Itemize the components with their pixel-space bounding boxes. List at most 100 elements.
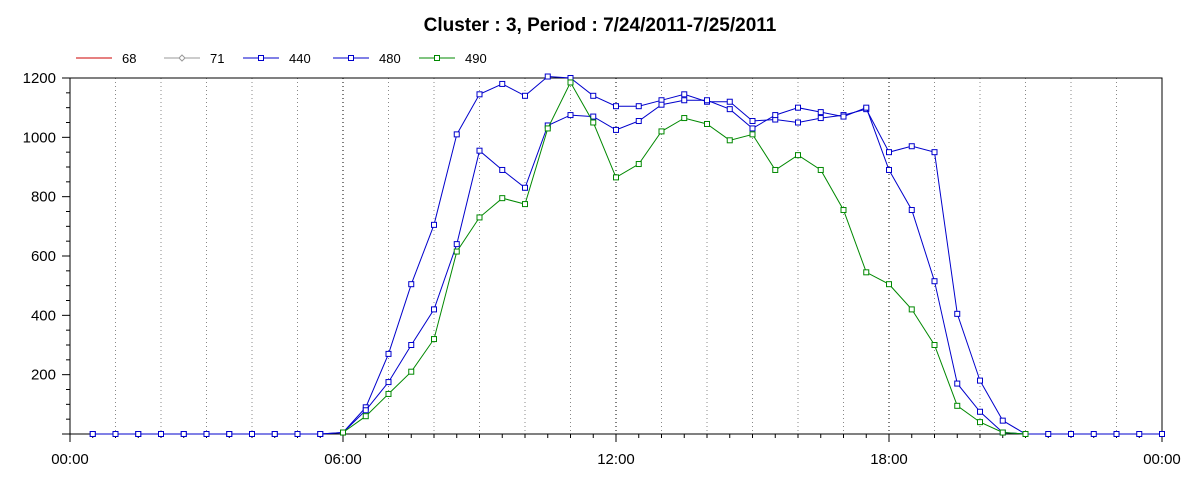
data-point <box>453 131 460 138</box>
grid <box>115 78 1117 434</box>
legend-label: 490 <box>465 51 487 66</box>
legend-item-480: 480 <box>333 51 401 66</box>
data-point <box>385 390 392 397</box>
data-point <box>1045 431 1052 437</box>
data-point <box>590 119 597 126</box>
y-tick-label: 400 <box>31 307 56 324</box>
data-point <box>178 54 186 62</box>
legend-label: 480 <box>379 51 401 66</box>
data-point <box>431 221 437 228</box>
chart-title: Cluster : 3, Period : 7/24/2011-7/25/201… <box>424 15 777 36</box>
data-point <box>908 207 915 214</box>
data-point <box>544 73 551 80</box>
legend-label: 71 <box>210 51 224 66</box>
data-point <box>704 120 710 127</box>
data-point <box>954 380 961 387</box>
x-tick-label: 18:00 <box>870 451 908 468</box>
data-point <box>863 104 870 111</box>
data-point <box>522 184 528 191</box>
data-point <box>180 431 187 437</box>
data-point <box>112 431 119 437</box>
data-point <box>658 101 665 108</box>
data-point <box>1159 431 1165 437</box>
data-point <box>726 106 733 113</box>
data-point <box>294 431 301 437</box>
data-point <box>817 115 824 122</box>
legend: 68 71 440 480 490 <box>76 51 487 66</box>
data-point <box>977 408 983 415</box>
data-point <box>434 55 440 61</box>
data-point <box>408 281 415 288</box>
data-point <box>522 201 528 208</box>
data-point <box>704 97 710 104</box>
data-point <box>726 98 733 105</box>
data-point <box>772 112 779 119</box>
data-point <box>931 278 938 285</box>
y-tick-label: 1000 <box>23 129 56 146</box>
data-point <box>453 241 460 248</box>
legend-label: 68 <box>122 51 136 66</box>
data-point <box>635 118 642 125</box>
data-point <box>1068 431 1074 437</box>
data-point <box>999 429 1006 436</box>
series-layer <box>89 73 1165 437</box>
y-tick-label: 200 <box>31 367 56 384</box>
data-point <box>408 342 415 348</box>
data-point <box>499 166 506 173</box>
data-point <box>863 269 870 276</box>
data-point <box>258 55 264 61</box>
data-point <box>795 104 801 111</box>
data-point <box>348 55 354 61</box>
data-point <box>408 368 415 375</box>
data-point <box>840 113 847 120</box>
series-line <box>92 75 1162 435</box>
data-point <box>544 125 551 132</box>
data-point <box>817 109 824 116</box>
data-point <box>1090 431 1097 437</box>
data-point <box>317 431 324 437</box>
data-point <box>795 152 801 159</box>
data-point <box>931 342 938 348</box>
legend-item-440: 440 <box>243 51 311 66</box>
y-tick-label: 1200 <box>23 70 56 87</box>
data-point <box>635 103 642 110</box>
x-tick-label: 00:00 <box>51 451 89 468</box>
data-point <box>635 161 642 168</box>
data-point <box>362 413 369 420</box>
data-point <box>681 115 688 122</box>
data-point <box>1113 431 1120 437</box>
data-point <box>886 149 892 156</box>
data-point <box>749 125 756 132</box>
data-point <box>499 80 506 87</box>
data-point <box>89 431 96 437</box>
data-point <box>226 431 233 437</box>
data-point <box>271 431 278 437</box>
series-490 <box>340 79 1029 437</box>
data-point <box>158 431 164 437</box>
data-point <box>954 402 961 409</box>
data-point <box>977 419 983 426</box>
legend-item-68: 68 <box>76 51 136 66</box>
data-point <box>726 137 733 144</box>
legend-label: 440 <box>289 51 311 66</box>
data-point <box>999 417 1006 424</box>
y-tick-label: 800 <box>31 189 56 206</box>
data-point <box>749 131 756 138</box>
data-point <box>795 119 801 126</box>
data-point <box>886 281 892 288</box>
data-point <box>1136 431 1143 437</box>
data-point <box>681 91 688 98</box>
x-tick-label: 00:00 <box>1143 451 1181 468</box>
data-point <box>681 97 688 104</box>
data-point <box>1022 431 1029 437</box>
data-point <box>590 92 597 99</box>
data-point <box>203 431 210 437</box>
data-point <box>749 118 756 125</box>
data-point <box>886 166 892 173</box>
data-point <box>431 306 437 313</box>
data-point <box>340 429 346 436</box>
data-point <box>522 92 528 99</box>
data-point <box>431 336 437 343</box>
data-point <box>772 166 779 173</box>
